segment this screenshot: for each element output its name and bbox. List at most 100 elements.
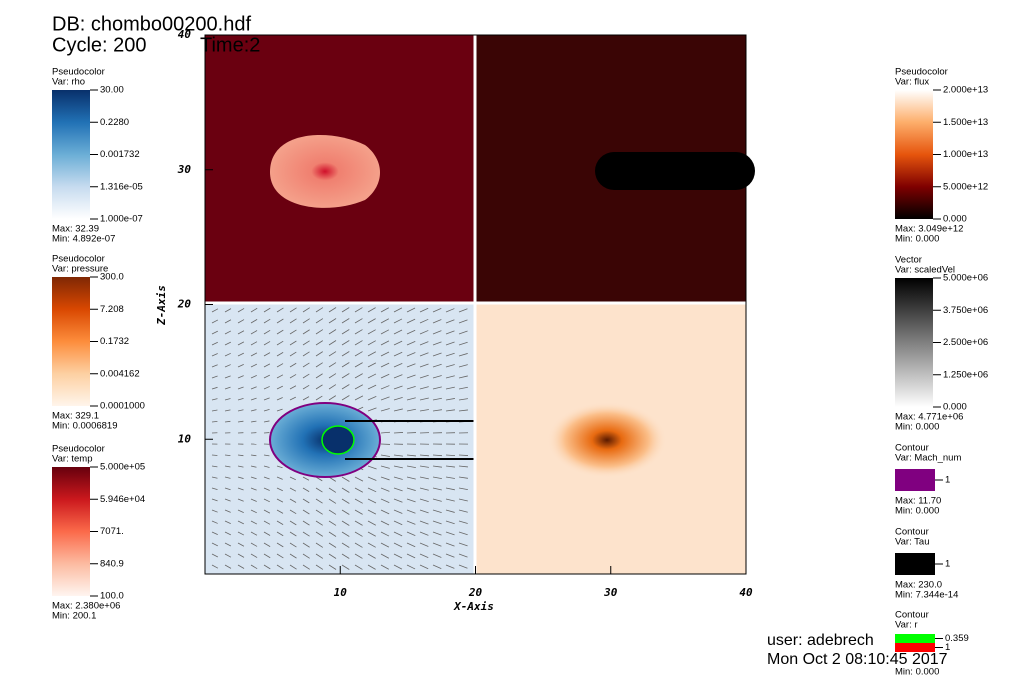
vector-glyph	[250, 476, 257, 480]
vector-glyph	[315, 351, 323, 357]
vector-glyph	[380, 385, 390, 390]
vector-glyph	[458, 375, 468, 379]
vector-glyph	[263, 553, 271, 559]
vector-glyph	[315, 487, 323, 493]
x-tick-label: 40	[739, 586, 753, 599]
vector-glyph	[224, 352, 231, 357]
vector-glyph	[263, 465, 270, 468]
vector-glyph	[302, 329, 310, 335]
vector-glyph	[237, 509, 244, 513]
vector-glyph	[380, 465, 390, 469]
vector-glyph	[211, 487, 218, 490]
vector-glyph	[432, 308, 442, 313]
vector-glyph	[302, 553, 310, 559]
vector-glyph	[263, 363, 271, 368]
vector-glyph	[367, 407, 377, 412]
vector-glyph	[380, 498, 390, 504]
color-bar	[895, 278, 933, 407]
vector-glyph	[354, 531, 363, 537]
vector-glyph	[406, 408, 416, 412]
legend-plot: Pseudocolor	[52, 444, 105, 455]
vector-glyph	[380, 476, 390, 481]
vector-glyph	[276, 340, 284, 346]
vector-glyph	[354, 564, 363, 570]
vector-glyph	[380, 542, 390, 548]
vector-glyph	[302, 476, 310, 481]
vector-glyph	[380, 454, 390, 457]
vector-glyph	[328, 520, 337, 526]
vector-glyph	[250, 564, 258, 570]
vector-glyph	[315, 373, 323, 379]
vector-glyph	[354, 318, 363, 324]
vector-glyph	[445, 498, 455, 502]
vector-glyph	[406, 564, 416, 570]
vector-glyph	[419, 509, 429, 514]
vector-glyph	[341, 373, 350, 379]
vector-glyph	[315, 329, 324, 335]
vector-glyph	[458, 531, 468, 536]
vector-glyph	[432, 553, 442, 558]
legend-label: 300.0	[100, 272, 124, 283]
vector-glyph	[354, 340, 363, 346]
vector-glyph	[237, 341, 245, 346]
vector-glyph	[289, 487, 297, 492]
legend-label: 5.000e+05	[100, 462, 145, 473]
vector-glyph	[211, 520, 218, 524]
vector-glyph	[328, 329, 337, 335]
vector-glyph	[380, 553, 390, 559]
legend-label: 5.000e+12	[943, 181, 988, 192]
vector-glyph	[263, 408, 270, 412]
vector-glyph	[367, 531, 376, 537]
vector-glyph	[341, 362, 350, 368]
vector-glyph	[354, 520, 363, 526]
legend-plot: Contour	[895, 610, 929, 621]
vector-glyph	[289, 329, 297, 335]
legend-var: Var: flux	[895, 77, 929, 88]
y-axis-label: Z-Axis	[155, 285, 168, 326]
vector-glyph	[211, 509, 218, 513]
vector-glyph	[250, 520, 258, 525]
vector-glyph	[276, 307, 284, 313]
flux-shadow	[595, 152, 755, 190]
vector-glyph	[419, 454, 430, 457]
vector-glyph	[224, 420, 231, 423]
vector-glyph	[211, 319, 219, 324]
vector-glyph	[406, 498, 416, 503]
vector-glyph	[237, 330, 245, 335]
vector-glyph	[237, 553, 245, 558]
legend-min: Min: 200.1	[52, 611, 96, 622]
vector-glyph	[393, 318, 403, 324]
vector-glyph	[211, 409, 218, 412]
vector-glyph	[276, 564, 284, 570]
vector-glyph	[289, 542, 297, 548]
swatch	[895, 553, 935, 575]
vector-glyph	[419, 476, 429, 480]
vector-glyph	[250, 352, 258, 357]
vector-glyph	[328, 362, 337, 368]
legend-label: 1.316e-05	[100, 181, 143, 192]
y-tick-label: 40	[178, 28, 192, 41]
vector-glyph	[263, 307, 271, 313]
vector-glyph	[354, 307, 363, 313]
vector-glyph	[224, 509, 231, 513]
vector-glyph	[211, 386, 218, 390]
vector-glyph	[445, 352, 455, 357]
vector-glyph	[380, 329, 390, 335]
vector-glyph	[354, 384, 363, 390]
vector-glyph	[354, 351, 363, 357]
vector-glyph	[458, 353, 468, 357]
vector-glyph	[276, 363, 284, 368]
vector-glyph	[315, 318, 324, 324]
vector-glyph	[276, 352, 284, 357]
vector-glyph	[224, 564, 232, 569]
legend-plot: Pseudocolor	[52, 254, 105, 265]
legend-label: 0.004162	[100, 368, 140, 379]
vector-glyph	[445, 375, 455, 379]
vector-glyph	[250, 409, 257, 412]
vector-glyph	[302, 564, 310, 570]
vector-glyph	[367, 553, 376, 559]
vector-glyph	[263, 476, 270, 480]
legend-var: Var: temp	[52, 454, 92, 465]
legend-label: 1	[945, 559, 950, 570]
vector-glyph	[276, 553, 284, 559]
